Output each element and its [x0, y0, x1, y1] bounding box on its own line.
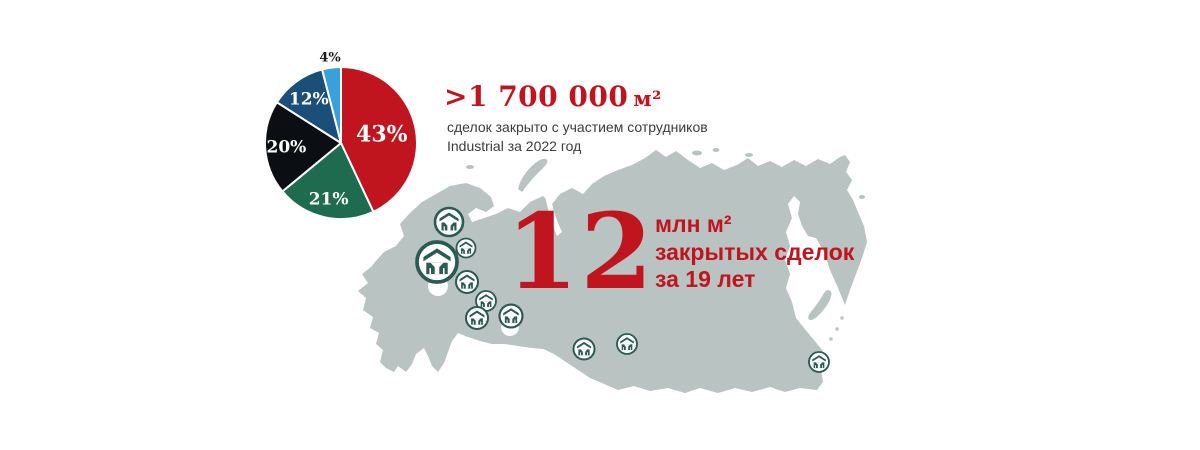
island: [712, 148, 720, 152]
warehouse-icon: [812, 355, 826, 369]
pie-slice-label-21%: 21%: [309, 190, 349, 210]
map-stat-line-1: млн м²: [655, 211, 732, 237]
pie-slice-label-43%: 43%: [356, 122, 408, 148]
ob-gulf-inlet: [545, 194, 562, 236]
headline-subtitle: сделок закрыто с участием сотрудников In…: [447, 118, 708, 156]
warehouse-icon: [503, 308, 519, 323]
island: [466, 165, 474, 169]
island-kuril: [840, 316, 844, 320]
map-stat-number: 12: [506, 190, 655, 313]
subtitle-line-1: сделок закрыто с участием сотрудников: [447, 119, 708, 135]
pie-slice-20%: [264, 101, 342, 193]
warehouse-marker: [616, 333, 638, 355]
island: [745, 153, 753, 157]
subtitle-line-2: Industrial за 2022 год: [447, 138, 582, 154]
warehouse-marker: [454, 269, 480, 295]
warehouse-icon: [469, 310, 485, 325]
map-stat-label: млн м² закрытых сделок за 19 лет: [655, 211, 854, 294]
island-kuril: [835, 327, 839, 331]
warehouse-marker: [572, 337, 596, 361]
pie-slice-43%: [340, 66, 419, 213]
russia-mainland: [358, 150, 867, 393]
warehouse-marker: [498, 303, 524, 329]
island-novaya-zemlya: [518, 158, 548, 192]
warehouse-icon: [479, 294, 493, 308]
warehouse-marker: [808, 351, 830, 373]
pie-slice-label-20%: 20%: [266, 137, 306, 157]
warehouse-icon: [459, 241, 473, 254]
warehouse-marker: [464, 305, 490, 331]
map-stat-line-2: закрытых сделок: [655, 238, 855, 265]
warehouse-icon: [439, 212, 459, 231]
map-markers: [415, 206, 830, 373]
island-sakhalin: [808, 289, 832, 321]
warehouse-icon: [459, 274, 475, 289]
warehouse-marker: [433, 206, 465, 238]
pie-slice-label-12%: 12%: [289, 90, 329, 110]
headline: >1 700 000 м²: [444, 80, 662, 116]
island: [692, 150, 702, 156]
headline-value: >1 700 000: [444, 80, 629, 113]
pie-slice-4%: [321, 66, 342, 144]
pie-slice-label-4%: 4%: [319, 51, 341, 66]
warehouse-icon: [576, 341, 592, 356]
pie-slice-21%: [281, 142, 375, 220]
warehouse-marker: [455, 237, 477, 259]
warehouse-icon: [620, 337, 634, 351]
warehouse-marker: [415, 240, 459, 284]
headline-unit: м²: [633, 86, 662, 111]
island: [859, 195, 865, 199]
russia-map: [358, 148, 867, 393]
warehouse-icon: [423, 248, 451, 275]
map-stat-line-3: за 19 лет: [655, 266, 756, 292]
island-kuril: [829, 337, 833, 341]
